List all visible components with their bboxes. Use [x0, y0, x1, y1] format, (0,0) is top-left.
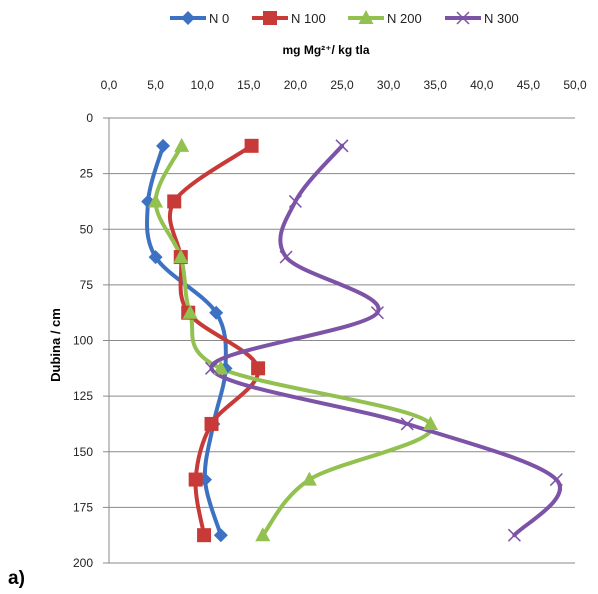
data-point-n100: [197, 528, 212, 543]
x-tick-label: 10,0: [191, 78, 215, 92]
data-point-n200: [213, 360, 229, 375]
legend-item-n300: N 300: [445, 11, 519, 26]
data-point-n200: [255, 527, 271, 542]
x-tick-label: 40,0: [470, 78, 494, 92]
y-tick-label: 125: [73, 389, 93, 403]
y-tick-label: 175: [73, 500, 93, 514]
x-tick-labels: 0,0 5,0 10,0 15,0 20,0 25,0 30,0 35,0 40,0 45,0 50…: [101, 78, 587, 92]
y-tick-label: 100: [73, 334, 93, 348]
y-tick-label: 75: [80, 278, 94, 292]
data-point-n300: [204, 361, 219, 375]
x-axis-label: mg Mg²⁺/ kg tla: [283, 43, 370, 57]
data-point-n300: [370, 306, 384, 320]
y-tick-label: 50: [80, 222, 94, 236]
legend-item-n100: N 100: [252, 11, 326, 26]
data-point-n100: [188, 472, 203, 487]
x-tick-label: 35,0: [424, 78, 448, 92]
legend-label: N 200: [387, 11, 422, 26]
y-tick-label: 0: [86, 111, 93, 125]
data-point-n100: [244, 138, 259, 153]
data-point-n200: [423, 415, 439, 430]
data-point-n100: [251, 361, 266, 376]
y-tick-label: 200: [73, 556, 93, 570]
x-tick-label: 25,0: [330, 78, 354, 92]
data-point-n0: [156, 138, 171, 153]
x-tick-label: 0,0: [101, 78, 118, 92]
legend-label: N 300: [484, 11, 519, 26]
series-markers: [141, 137, 563, 543]
series-line-n300: [209, 143, 562, 538]
data-point-n300: [549, 473, 563, 487]
data-point-n100: [204, 416, 219, 431]
y-axis-label: Dubina / cm: [48, 308, 63, 382]
legend-marker-n300: [456, 11, 470, 25]
data-point-n200: [182, 304, 198, 319]
data-point-n300: [279, 250, 293, 264]
y-tick-label: 150: [73, 445, 93, 459]
legend-marker-n0: [181, 11, 195, 25]
series-line-n0: [144, 143, 228, 538]
x-tick-label: 5,0: [147, 78, 164, 92]
data-point-n200: [148, 193, 164, 208]
legend-marker-n100: [263, 11, 277, 25]
data-point-n300: [507, 528, 521, 542]
data-point-n300: [288, 194, 302, 208]
x-tick-label: 30,0: [377, 78, 401, 92]
legend-label: N 0: [209, 11, 229, 26]
data-point-n0: [148, 250, 163, 265]
x-tick-label: 20,0: [284, 78, 308, 92]
data-point-n200: [174, 137, 190, 152]
legend: N 0 N 100 N 200 N 300: [170, 10, 519, 26]
data-point-n100: [167, 194, 182, 209]
data-point-n200: [301, 471, 317, 486]
data-point-n0: [213, 528, 228, 543]
x-tick-label: 50,0: [563, 78, 587, 92]
y-tick-label: 25: [80, 167, 94, 181]
x-tick-label: 15,0: [237, 78, 261, 92]
data-point-n200: [173, 249, 189, 264]
gridlines: [103, 117, 575, 564]
legend-marker-n200: [358, 10, 374, 24]
panel-label: a): [8, 568, 25, 589]
data-point-n300: [335, 139, 349, 153]
y-tick-labels: 0 25 50 75 100 125 150 175 200: [73, 111, 93, 570]
legend-item-n200: N 200: [348, 10, 422, 26]
data-point-n0: [209, 305, 224, 320]
x-tick-label: 45,0: [517, 78, 541, 92]
legend-item-n0: N 0: [170, 11, 229, 26]
legend-label: N 100: [291, 11, 326, 26]
data-point-n300: [400, 417, 414, 431]
